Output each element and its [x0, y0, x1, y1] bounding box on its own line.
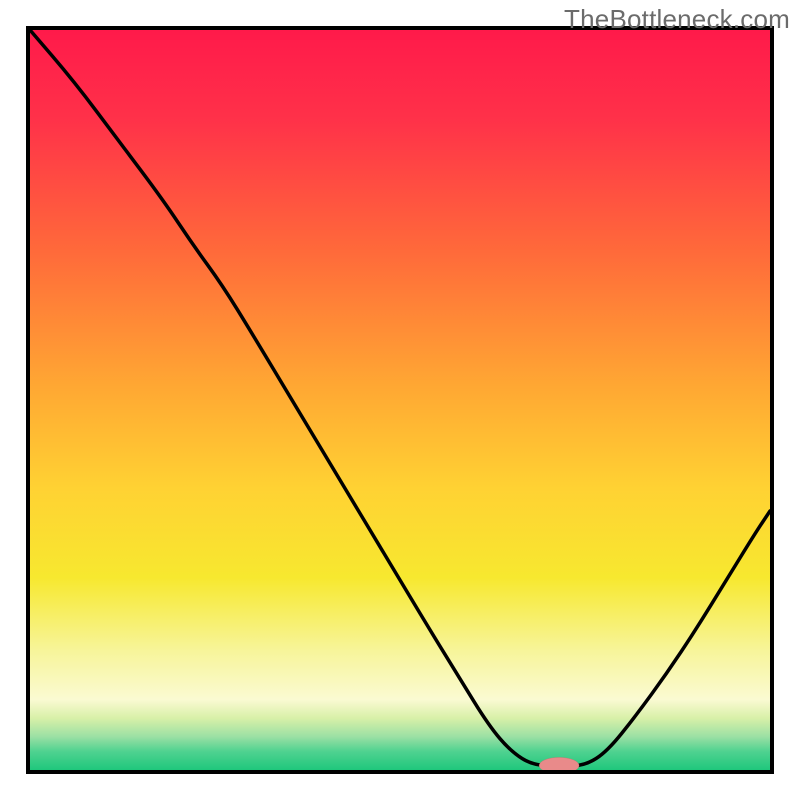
bottleneck-chart: TheBottleneck.com	[0, 0, 800, 800]
gradient-background	[30, 30, 770, 770]
watermark-text: TheBottleneck.com	[564, 4, 790, 35]
chart-svg	[0, 0, 800, 800]
